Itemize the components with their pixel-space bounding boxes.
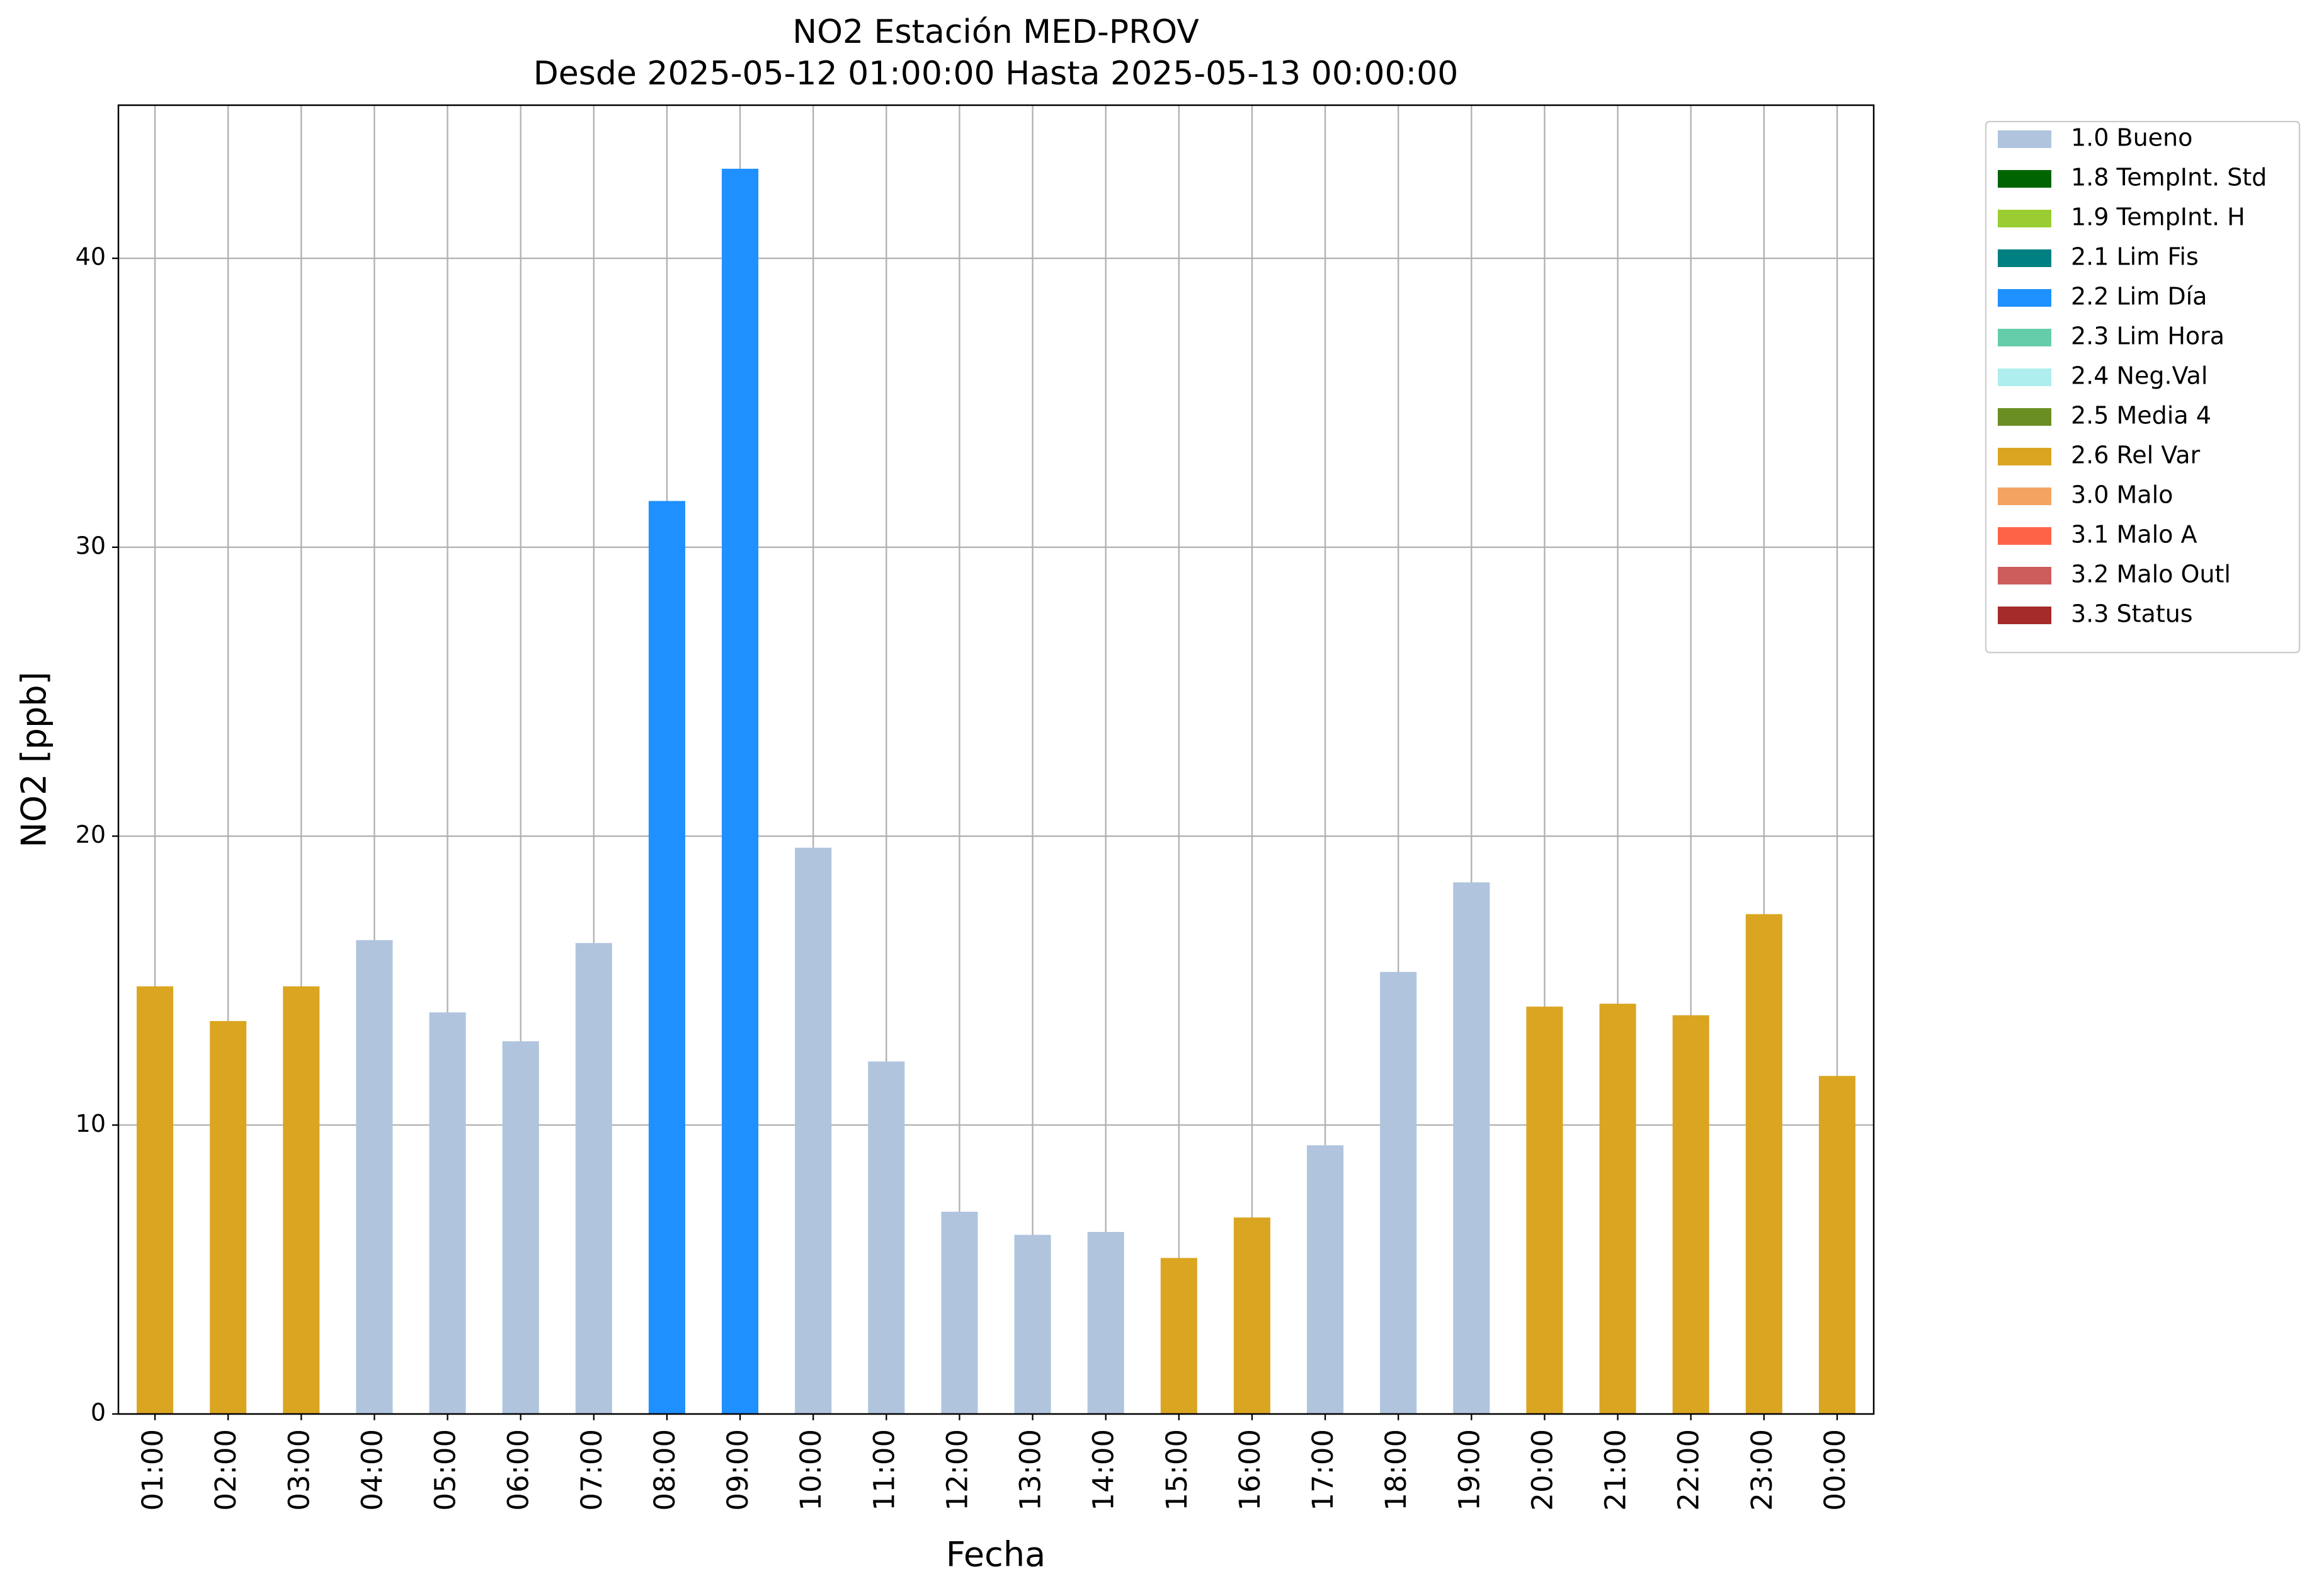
x-tick-label: 12:00 xyxy=(940,1429,974,1511)
bar xyxy=(1380,972,1417,1414)
bar xyxy=(795,847,832,1414)
x-tick-label: 15:00 xyxy=(1160,1429,1194,1511)
legend-swatch xyxy=(1998,607,2051,624)
x-tick-label: 06:00 xyxy=(502,1429,535,1511)
legend-swatch xyxy=(1998,289,2051,307)
legend-swatch xyxy=(1998,448,2051,465)
legend-swatch xyxy=(1998,527,2051,545)
legend-swatch xyxy=(1998,408,2051,426)
legend-label: 3.1 Malo A xyxy=(2071,521,2197,549)
bar xyxy=(1818,1076,1855,1414)
plot-frame xyxy=(117,104,1875,1415)
legend-box xyxy=(1985,120,2301,654)
legend-swatch xyxy=(1998,567,2051,584)
legend-swatch xyxy=(1998,130,2051,148)
x-tick-label: 10:00 xyxy=(794,1429,828,1511)
chart-title: NO2 Estación MED-PROV xyxy=(792,13,1199,51)
bar xyxy=(1233,1217,1270,1414)
x-tick-label: 17:00 xyxy=(1306,1429,1340,1511)
x-tick-label: 13:00 xyxy=(1014,1429,1047,1511)
y-tick-label: 30 xyxy=(76,532,106,559)
y-axis-label: NO2 [ppb] xyxy=(14,671,54,847)
bar xyxy=(1014,1234,1051,1414)
bar xyxy=(722,168,759,1414)
x-tick-label: 23:00 xyxy=(1745,1429,1779,1511)
bar xyxy=(1087,1232,1124,1414)
y-tick-label: 0 xyxy=(91,1399,106,1427)
bar xyxy=(1526,1006,1563,1414)
x-tick-label: 05:00 xyxy=(429,1429,462,1511)
x-axis-label: Fecha xyxy=(946,1535,1046,1575)
x-tick-label: 03:00 xyxy=(282,1429,316,1511)
legend-swatch xyxy=(1998,329,2051,346)
bar xyxy=(502,1041,539,1414)
legend-label: 3.3 Status xyxy=(2071,600,2193,628)
bar xyxy=(1672,1015,1709,1414)
x-tick-label: 04:00 xyxy=(355,1429,389,1511)
legend-label: 2.1 Lim Fis xyxy=(2071,243,2199,271)
bar xyxy=(1599,1003,1636,1414)
bar xyxy=(429,1012,466,1414)
x-tick-label: 20:00 xyxy=(1525,1429,1559,1511)
x-tick-label: 16:00 xyxy=(1233,1429,1267,1511)
x-tick-label: 00:00 xyxy=(1818,1429,1852,1511)
x-tick-label: 18:00 xyxy=(1379,1429,1413,1511)
legend-swatch xyxy=(1998,210,2051,227)
bar xyxy=(356,940,393,1414)
x-tick-label: 22:00 xyxy=(1672,1429,1706,1511)
legend-swatch xyxy=(1998,487,2051,505)
x-tick-label: 07:00 xyxy=(575,1429,608,1511)
legend-label: 3.2 Malo Outl xyxy=(2071,561,2231,588)
legend-label: 3.0 Malo xyxy=(2071,481,2173,509)
x-tick-label: 02:00 xyxy=(209,1429,242,1511)
bar xyxy=(283,986,320,1414)
bar xyxy=(1307,1145,1344,1414)
bar xyxy=(1453,882,1490,1414)
x-tick-label: 21:00 xyxy=(1599,1429,1632,1511)
x-tick-label: 14:00 xyxy=(1087,1429,1120,1511)
x-tick-label: 08:00 xyxy=(648,1429,681,1511)
x-tick-label: 11:00 xyxy=(867,1429,901,1511)
legend-label: 2.2 Lim Día xyxy=(2071,283,2207,311)
legend-swatch xyxy=(1998,368,2051,386)
y-tick-label: 20 xyxy=(76,821,106,848)
bar xyxy=(575,943,612,1414)
bar xyxy=(210,1021,247,1414)
bar xyxy=(1745,914,1782,1414)
y-tick-label: 40 xyxy=(76,243,106,271)
bar xyxy=(941,1211,978,1414)
y-tick-label: 10 xyxy=(76,1110,106,1137)
legend-label: 2.5 Media 4 xyxy=(2071,402,2211,430)
legend-label: 1.9 TempInt. H xyxy=(2071,203,2245,231)
bar xyxy=(1160,1258,1197,1414)
legend-swatch xyxy=(1998,249,2051,267)
x-tick-label: 01:00 xyxy=(136,1429,169,1511)
bar xyxy=(868,1061,905,1414)
legend-label: 1.8 TempInt. Std xyxy=(2071,164,2267,191)
legend-label: 2.3 Lim Hora xyxy=(2071,322,2225,350)
x-tick-label: 09:00 xyxy=(721,1429,755,1511)
legend-swatch xyxy=(1998,170,2051,188)
legend-label: 2.6 Rel Var xyxy=(2071,442,2201,469)
x-tick-label: 19:00 xyxy=(1452,1429,1486,1511)
chart-subtitle: Desde 2025-05-12 01:00:00 Hasta 2025-05-… xyxy=(533,55,1459,93)
bar xyxy=(137,986,174,1414)
legend-label: 2.4 Neg.Val xyxy=(2071,362,2208,390)
bar xyxy=(648,501,685,1414)
legend-label: 1.0 Bueno xyxy=(2071,124,2192,152)
